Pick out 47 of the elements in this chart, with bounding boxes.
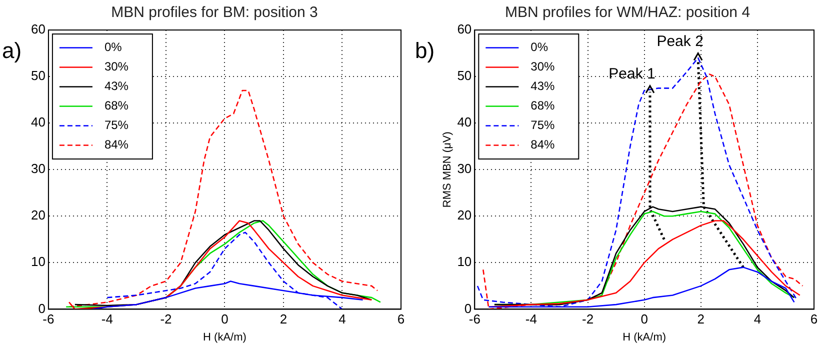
- legend-label: 30%: [104, 60, 129, 74]
- x-tick-label: 0: [221, 312, 228, 327]
- y-tick-label: 20: [30, 208, 46, 223]
- legend-label: 0%: [530, 40, 548, 54]
- y-axis-title: RMS MBN (μV): [442, 132, 454, 208]
- legend-label: 68%: [104, 98, 129, 113]
- legend-label: 0%: [104, 40, 122, 54]
- legend-label: 30%: [530, 60, 556, 74]
- y-tick-label: 30: [457, 161, 472, 176]
- y-tick-label: 50: [30, 68, 46, 84]
- annotation: Peak 1: [608, 65, 656, 82]
- chart-title: MBN profiles for BM: position 3: [111, 4, 318, 22]
- annotation: Peak 2: [656, 32, 704, 50]
- y-tick-label: 60: [30, 22, 46, 37]
- x-tick-label: 4: [338, 312, 346, 327]
- legend-label: 43%: [104, 79, 129, 94]
- legend-label: 43%: [530, 79, 556, 94]
- legend-label: 84%: [530, 138, 556, 152]
- legend-label: 75%: [104, 118, 129, 132]
- y-tick-label: 10: [457, 254, 472, 270]
- x-axis-title: H (kA/m): [622, 331, 666, 344]
- y-tick-label: 50: [457, 68, 472, 84]
- y-tick-label: 20: [457, 208, 472, 223]
- y-tick-label: 40: [457, 114, 472, 130]
- legend-label: 68%: [530, 98, 556, 113]
- y-tick-label: 60: [457, 22, 472, 37]
- x-tick-label: -4: [525, 312, 537, 327]
- x-axis-title: H (kA/m): [203, 331, 246, 344]
- y-tick-label: 10: [30, 254, 46, 270]
- x-tick-label: 2: [697, 312, 705, 327]
- legend-label: 84%: [104, 138, 129, 152]
- x-tick-label: -2: [582, 312, 594, 327]
- x-tick-label: -2: [160, 312, 172, 327]
- x-tick-label: 2: [280, 312, 288, 327]
- text: b): [415, 38, 435, 64]
- x-tick-label: 0: [640, 312, 648, 327]
- chart-title: MBN profiles for WM/HAZ: position 4: [504, 4, 750, 22]
- x-tick-label: 6: [810, 312, 818, 327]
- y-tick-label: 30: [30, 161, 46, 176]
- y-tick-label: 40: [30, 114, 46, 130]
- x-tick-label: -4: [101, 312, 113, 327]
- legend-label: 75%: [530, 118, 556, 132]
- x-tick-label: -6: [42, 312, 54, 327]
- text: a): [2, 38, 22, 64]
- y-tick-label: 0: [38, 300, 46, 316]
- x-tick-label: 4: [754, 312, 762, 327]
- x-tick-label: 6: [397, 312, 405, 327]
